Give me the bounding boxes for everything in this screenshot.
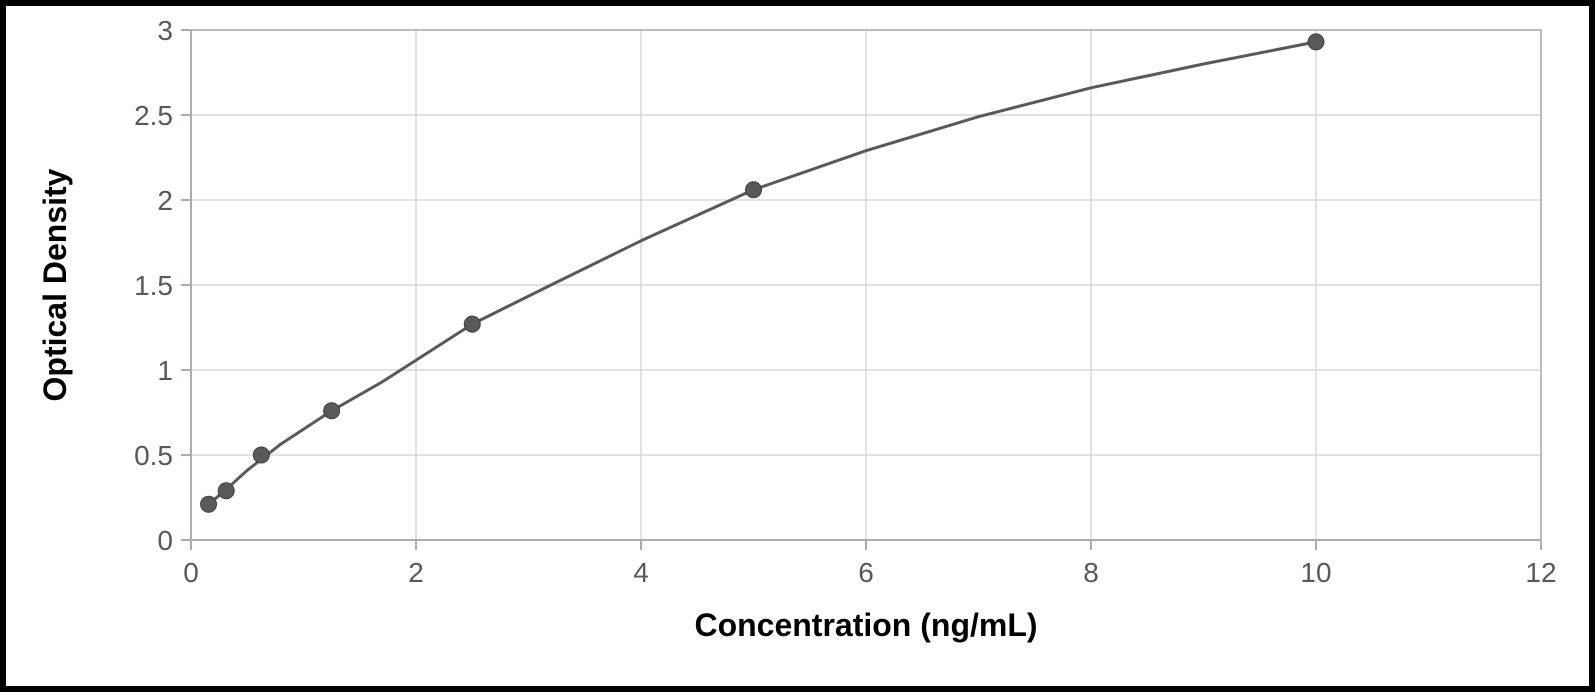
data-point-marker xyxy=(746,182,762,198)
y-tick-label: 1.5 xyxy=(134,270,173,301)
x-tick-label: 4 xyxy=(633,557,649,588)
data-point-marker xyxy=(218,483,234,499)
x-tick-label: 10 xyxy=(1300,557,1331,588)
x-tick-label: 6 xyxy=(858,557,874,588)
y-tick-label: 2 xyxy=(157,185,173,216)
x-tick-label: 0 xyxy=(183,557,199,588)
x-axis-label: Concentration (ng/mL) xyxy=(694,607,1037,643)
x-tick-label: 8 xyxy=(1083,557,1099,588)
y-tick-label: 3 xyxy=(157,15,173,46)
data-point-marker xyxy=(464,316,480,332)
data-point-marker xyxy=(1308,34,1324,50)
y-tick-label: 0 xyxy=(157,525,173,556)
x-tick-label: 12 xyxy=(1525,557,1556,588)
data-point-marker xyxy=(324,403,340,419)
y-tick-label: 0.5 xyxy=(134,440,173,471)
y-tick-label: 2.5 xyxy=(134,100,173,131)
chart-svg: 0 2 4 6 8 10 12 0 0.5 1 1.5 2 2.5 3 Concentration (ng/… xyxy=(6,6,1589,686)
x-tick-label: 2 xyxy=(408,557,424,588)
data-point-marker xyxy=(201,496,217,512)
y-axis-label: Optical Density xyxy=(37,168,73,401)
data-point-marker xyxy=(253,447,269,463)
y-tick-label: 1 xyxy=(157,355,173,386)
chart-frame: 0 2 4 6 8 10 12 0 0.5 1 1.5 2 2.5 3 Concentration (ng/… xyxy=(0,0,1595,692)
